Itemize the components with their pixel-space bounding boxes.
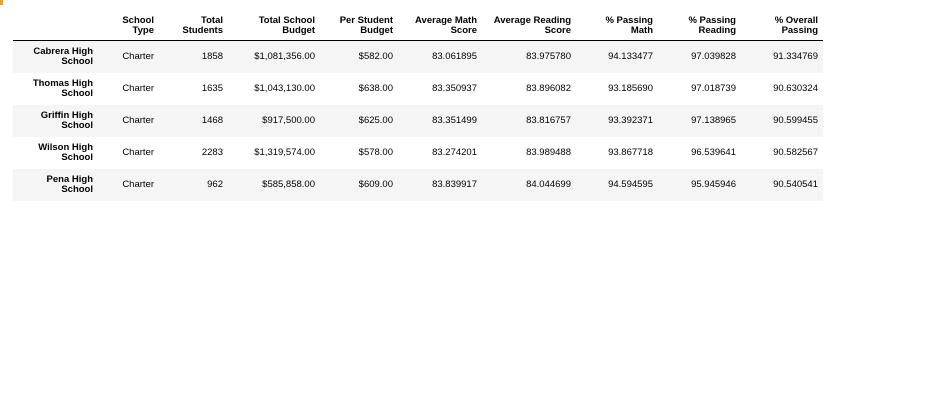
- column-header-overall-passing: % Overall Passing: [774, 15, 818, 36]
- cell-average-reading-score: 83.975780: [526, 50, 571, 62]
- column-header-passing-reading: % Passing Reading: [688, 15, 736, 36]
- cell-average-reading-score: 83.989488: [526, 146, 571, 158]
- cell-total-school-budget: $1,319,574.00: [254, 146, 315, 158]
- cell-total-school-budget: $917,500.00: [262, 114, 315, 126]
- cell-passing-math: 93.867718: [608, 146, 653, 158]
- column-header-average-reading-score: Average Reading Score: [493, 15, 571, 36]
- cell-school-type: Charter: [122, 82, 154, 94]
- cell-school-type: Charter: [122, 146, 154, 158]
- cell-average-math-score: 83.061895: [432, 50, 477, 62]
- table-row: Pena High School Charter 962 $585,858.00…: [13, 168, 823, 201]
- row-label-school: Cabrera High School: [33, 45, 93, 67]
- cell-overall-passing: 90.540541: [773, 178, 818, 190]
- cell-passing-math: 94.133477: [608, 50, 653, 62]
- table-row: Wilson High School Charter 2283 $1,319,5…: [13, 136, 823, 169]
- column-header-per-student-budget: Per Student Budget: [339, 15, 393, 36]
- cell-per-student-budget: $625.00: [358, 114, 393, 126]
- cell-passing-reading: 95.945946: [691, 178, 736, 190]
- cell-passing-reading: 97.138965: [691, 114, 736, 126]
- cell-average-reading-score: 83.896082: [526, 82, 571, 94]
- table-row: Griffin High School Charter 1468 $917,50…: [13, 104, 823, 137]
- cell-average-reading-score: 83.816757: [526, 114, 571, 126]
- cell-total-students: 962: [207, 178, 223, 190]
- cell-school-type: Charter: [122, 50, 154, 62]
- cell-total-school-budget: $1,043,130.00: [254, 82, 315, 94]
- table-row: Cabrera High School Charter 1858 $1,081,…: [13, 40, 823, 73]
- cell-average-math-score: 83.839917: [432, 178, 477, 190]
- cell-indicator-mark: [0, 0, 3, 5]
- cell-passing-reading: 96.539641: [691, 146, 736, 158]
- cell-passing-math: 94.594595: [608, 178, 653, 190]
- row-label-school: Pena High School: [46, 173, 93, 195]
- column-header-school-type: School Type: [122, 15, 154, 36]
- column-header-passing-math: % Passing Math: [605, 15, 653, 36]
- cell-total-students: 1635: [201, 82, 223, 94]
- cell-school-type: Charter: [122, 114, 154, 126]
- cell-total-students: 1858: [201, 50, 223, 62]
- cell-overall-passing: 91.334769: [773, 50, 818, 62]
- cell-average-math-score: 83.350937: [432, 82, 477, 94]
- column-header-average-math-score: Average Math Score: [415, 15, 477, 36]
- cell-total-school-budget: $1,081,356.00: [254, 50, 315, 62]
- cell-total-school-budget: $585,858.00: [262, 178, 315, 190]
- cell-total-students: 2283: [201, 146, 223, 158]
- cell-passing-math: 93.185690: [608, 82, 653, 94]
- column-header-total-students: Total Students: [182, 15, 223, 36]
- table-row: Thomas High School Charter 1635 $1,043,1…: [13, 72, 823, 105]
- cell-overall-passing: 90.599455: [773, 114, 818, 126]
- cell-school-type: Charter: [122, 178, 154, 190]
- cell-average-reading-score: 84.044699: [526, 178, 571, 190]
- row-label-school: Thomas High School: [32, 77, 93, 99]
- cell-average-math-score: 83.274201: [432, 146, 477, 158]
- cell-per-student-budget: $578.00: [358, 146, 393, 158]
- column-header-total-school-budget: Total School Budget: [258, 15, 315, 36]
- table-header-row: School Type Total Students Total School …: [13, 6, 823, 41]
- school-summary-table: School Type Total Students Total School …: [13, 6, 823, 201]
- row-label-school: Wilson High School: [38, 141, 93, 163]
- cell-passing-reading: 97.018739: [691, 82, 736, 94]
- cell-per-student-budget: $638.00: [358, 82, 393, 94]
- cell-total-students: 1468: [201, 114, 223, 126]
- row-label-school: Griffin High School: [40, 109, 93, 131]
- cell-overall-passing: 90.582567: [773, 146, 818, 158]
- cell-overall-passing: 90.630324: [773, 82, 818, 94]
- cell-passing-reading: 97.039828: [691, 50, 736, 62]
- column-header-index: [13, 6, 98, 41]
- cell-passing-math: 93.392371: [608, 114, 653, 126]
- cell-per-student-budget: $582.00: [358, 50, 393, 62]
- cell-per-student-budget: $609.00: [358, 178, 393, 190]
- cell-average-math-score: 83.351499: [432, 114, 477, 126]
